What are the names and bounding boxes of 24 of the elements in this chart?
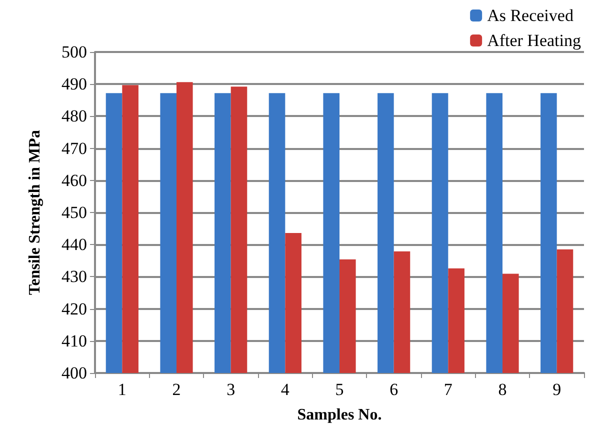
y-tick-label: 440	[62, 235, 87, 254]
y-tick-label: 430	[62, 267, 87, 286]
x-tick-label: 2	[172, 380, 181, 399]
y-tick-label: 490	[62, 74, 87, 94]
y-axis-title: Tensile Strength in MPa	[26, 130, 44, 295]
x-tick-label: 1	[118, 380, 126, 399]
y-tick-label: 400	[62, 364, 87, 382]
y-tick-label: 470	[62, 138, 87, 158]
y-tick-label: 500	[62, 42, 87, 62]
legend-label: After Heating	[487, 31, 582, 50]
y-tick-label: 410	[62, 331, 87, 350]
x-tick-label: 8	[498, 380, 507, 399]
x-tick-label: 7	[444, 380, 453, 399]
x-tick-label: 6	[390, 380, 398, 399]
x-tick-label: 3	[226, 380, 236, 399]
x-tick-label: 5	[335, 380, 344, 399]
y-tick-label: 450	[62, 203, 87, 222]
y-tick-label: 480	[62, 106, 87, 126]
y-tick-label: 420	[62, 299, 87, 318]
legend-label: As Received	[487, 6, 574, 25]
x-axis-title: Samples No.	[297, 406, 382, 424]
x-tick-label: 9	[552, 380, 562, 399]
x-tick-label: 4	[280, 380, 290, 399]
y-tick-label: 460	[62, 170, 87, 190]
